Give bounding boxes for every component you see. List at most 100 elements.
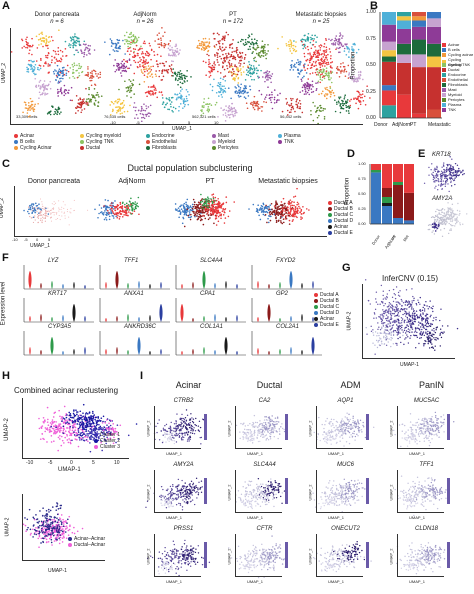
violin [51, 317, 53, 322]
cell-cluster [300, 37, 345, 84]
legend-swatch [94, 439, 98, 443]
bar-segment [382, 188, 392, 197]
legend-label: Ductal E [334, 230, 353, 236]
legend-swatch [442, 92, 446, 97]
violin [51, 281, 53, 289]
umap-n: n = 25 [312, 19, 330, 25]
colorbar [366, 414, 369, 440]
panel-h-legend-bottom-item: Ductal–Acinar [68, 542, 105, 548]
violin [214, 350, 216, 355]
colorbar [447, 542, 450, 568]
legend-swatch [314, 311, 318, 315]
violin [105, 282, 107, 289]
cell-cluster [386, 296, 459, 349]
panel-b-legend-item: B cells [442, 47, 460, 52]
cell-cluster [289, 59, 308, 79]
umap-axis-frame [235, 470, 282, 513]
cell-cluster [24, 506, 69, 544]
cell-cluster [173, 477, 203, 505]
umap-ylabel: UMAP_2 [226, 484, 232, 501]
panel-c-legend-item: Acinar [328, 224, 348, 230]
bar-segment [382, 41, 396, 51]
legend-swatch [442, 47, 446, 52]
x-tick: 5 [48, 237, 51, 242]
violin [40, 283, 42, 289]
cell-cluster [235, 478, 283, 508]
panel-f-legend-item: Acinar [314, 316, 334, 322]
cell-cluster [318, 496, 339, 510]
violin [138, 281, 140, 289]
violin [224, 337, 228, 355]
bar-segment [382, 85, 396, 91]
cell-cluster [333, 540, 366, 563]
umap-n: n = 26 [136, 19, 154, 25]
x-tick: 10 [214, 120, 219, 125]
gene-label: MUC6 [336, 462, 354, 468]
umap-cells: 33,309 cells [16, 114, 38, 119]
violin [192, 349, 194, 355]
panel-c-title: Ductal population subclustering [127, 163, 253, 173]
violin [214, 314, 216, 322]
y-axis-label: Proportion [344, 177, 351, 206]
violin [312, 317, 314, 322]
gene-label: COL2A1 [276, 324, 300, 330]
x-tick: -5 [136, 120, 140, 125]
violin [138, 317, 140, 322]
cell-cluster [26, 59, 42, 76]
y-tick: 0.00 [358, 221, 366, 226]
bar-segment [393, 164, 403, 182]
umap-ylabel: UMAP_2 [145, 420, 151, 437]
legend-swatch [212, 134, 216, 138]
panel-f-legend-item: Ductal C [314, 304, 339, 310]
legend-label: Ductal A [320, 292, 339, 298]
legend-label: Plasma [448, 102, 462, 107]
violin [236, 284, 238, 289]
legend-swatch [314, 305, 318, 309]
cell-cluster [258, 86, 281, 110]
violin [105, 349, 107, 355]
violin [301, 314, 303, 322]
legend-swatch [278, 134, 282, 138]
umap-xlabel: UMAP_1 [247, 579, 264, 584]
umap-xlabel: UMAP_1 [328, 579, 345, 584]
violin [73, 282, 75, 289]
umap-xlabel: UMAP-1 [48, 568, 67, 574]
violin [180, 304, 184, 322]
legend-label: Cycling acinar [448, 52, 474, 57]
violin-plot [99, 298, 170, 323]
legend-swatch [80, 146, 84, 150]
umap-ylabel: UMAP-2 [346, 311, 353, 331]
umap-cells: 56,442 cells [280, 114, 302, 119]
panel-c-legend-item: Ductal D [328, 218, 353, 224]
umap-title: AdjNorm [133, 12, 157, 18]
violin [279, 349, 281, 355]
cell-cluster [161, 96, 177, 113]
legend-item: Ductal [80, 145, 100, 151]
cell-cluster [273, 187, 310, 222]
legend-swatch [442, 42, 446, 47]
cell-cluster [49, 64, 68, 84]
y-tick: 0.75 [366, 35, 376, 42]
cell-cluster [328, 32, 348, 54]
bar-segment [382, 56, 396, 62]
violin-plot [175, 331, 246, 356]
violin [257, 317, 259, 322]
bar-segment [427, 26, 441, 44]
umap-xlabel: UMAP_1 [247, 451, 264, 456]
panel-f-legend-item: Ductal A [314, 292, 339, 298]
cell-cluster [320, 559, 340, 572]
legend-item: Fibroblasts [146, 145, 176, 151]
umap-xlabel: UMAP_1 [328, 515, 345, 520]
bar-segment [412, 16, 426, 21]
umap-ylabel: UMAP_2 [307, 548, 313, 565]
legend-swatch [328, 231, 332, 235]
violin [225, 281, 227, 289]
feature-umap [146, 539, 211, 577]
legend-swatch [314, 317, 318, 321]
umap-title: AdjNorm [118, 178, 146, 185]
legend-label: Cluster 1 [100, 432, 121, 438]
gene-label: CYP3A5 [48, 324, 72, 330]
legend-label: Cluster 2 [100, 438, 121, 444]
y-axis-label: Proportion [350, 51, 357, 80]
legend-label: Pericytes [218, 145, 239, 151]
